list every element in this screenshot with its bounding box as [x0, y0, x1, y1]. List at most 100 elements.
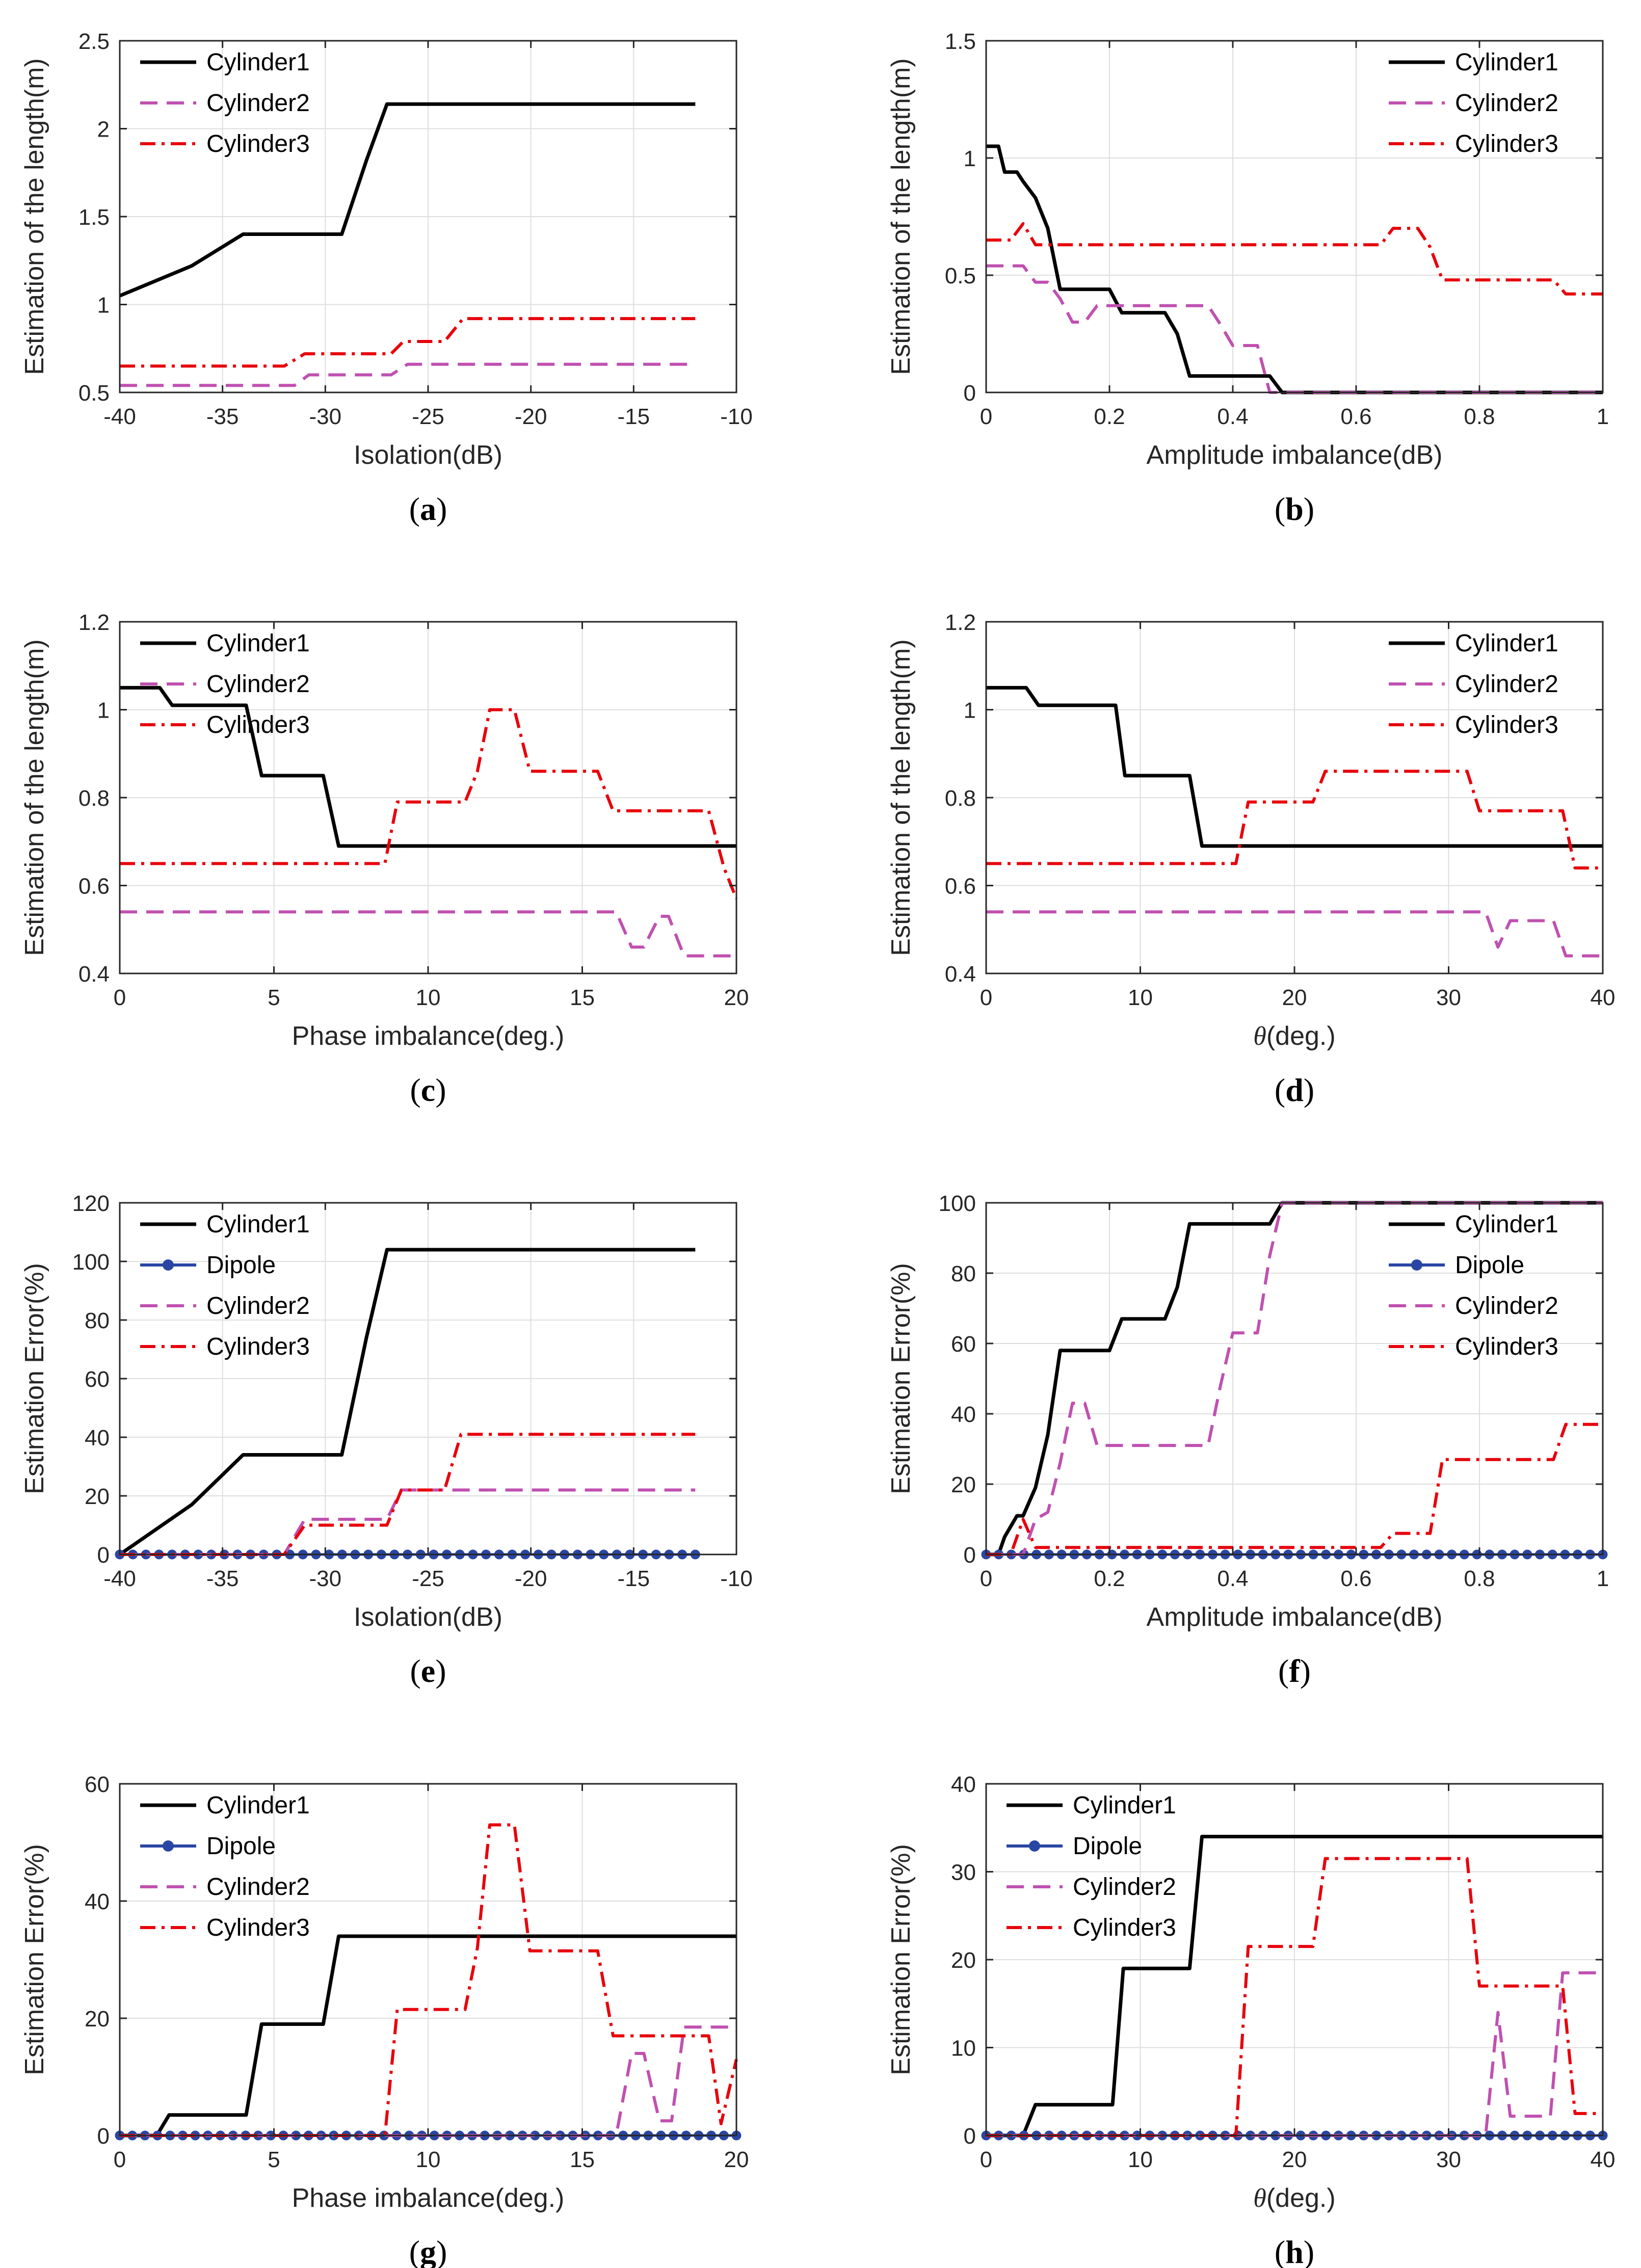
legend-marker-dipole — [163, 1840, 174, 1852]
x-tick-label: 10 — [1128, 2147, 1153, 2172]
x-tick-label: -40 — [103, 404, 136, 429]
legend-label-cylinder3: Cylinder3 — [206, 711, 310, 739]
y-tick-label: 20 — [85, 1484, 110, 1509]
y-tick-label: 20 — [85, 2007, 110, 2032]
x-tick-label: 0 — [980, 1566, 992, 1591]
x-tick-label: 0.2 — [1094, 1566, 1125, 1591]
x-axis-title-text: (deg.) — [1266, 2183, 1336, 2213]
x-tick-label: 0.6 — [1340, 1566, 1371, 1591]
y-tick-label: 0.4 — [945, 962, 976, 987]
x-tick-label: 0 — [980, 404, 992, 429]
y-tick-label: 1 — [97, 698, 110, 723]
legend-label-cylinder1: Cylinder1 — [206, 630, 310, 657]
y-tick-label: 80 — [85, 1308, 110, 1333]
x-tick-label: -30 — [309, 404, 342, 429]
series-line-cylinder2 — [986, 264, 1603, 394]
y-tick-label: 120 — [72, 1191, 110, 1216]
series-line-cylinder1 — [986, 1835, 1603, 2138]
y-tick-label: 60 — [85, 1772, 110, 1797]
y-tick-label: 1.5 — [78, 205, 110, 230]
series-line-cylinder3 — [986, 222, 1603, 296]
x-axis-title: Phase imbalance(deg.) — [292, 2183, 565, 2213]
legend: Cylinder1 Dipole Cylinder2 Cylinder3 — [1389, 1211, 1558, 1360]
legend-label-cylinder2: Cylinder2 — [206, 1874, 310, 1901]
series-line-cylinder2 — [120, 910, 736, 958]
y-tick-label: 0.6 — [78, 874, 110, 899]
series-line-cylinder2 — [986, 1971, 1603, 2137]
y-tick-label: 0.6 — [945, 874, 976, 899]
caption-paren-close: ) — [1304, 1072, 1314, 1108]
series-line-cylinder2 — [986, 910, 1603, 958]
series-line-cylinder1 — [120, 685, 736, 848]
y-tick-label: 0 — [964, 1543, 976, 1568]
series-group-c — [120, 685, 738, 958]
x-tick-label: 1 — [1597, 404, 1609, 429]
x-tick-label: 30 — [1436, 2147, 1461, 2172]
legend-marker-dipole — [163, 1259, 174, 1271]
panel-h: 0 10 20 30 40 0 10 20 30 40 θ(deg.) Estimation Erro… — [886, 1772, 1615, 2268]
y-tick-label: 0 — [964, 2124, 976, 2149]
y-axis-title: Estimation of the length(m) — [20, 639, 49, 956]
x-tick-label: 10 — [416, 985, 441, 1010]
x-tick-label: 15 — [570, 985, 595, 1010]
y-axis-title: Estimation of the length(m) — [886, 58, 916, 375]
y-tick-label: 40 — [951, 1772, 976, 1797]
y-tick-label: 20 — [951, 1472, 976, 1497]
panel-caption: (c) — [410, 1072, 446, 1108]
x-tick-label: 0 — [980, 985, 992, 1010]
caption-letter: b — [1285, 491, 1304, 527]
y-axis-title: Estimation Error(%) — [886, 1844, 916, 2075]
x-axis-title: Phase imbalance(deg.) — [292, 1021, 565, 1051]
legend-label-cylinder1: Cylinder1 — [1455, 630, 1558, 657]
y-tick-label: 1.2 — [945, 610, 976, 635]
x-axis-title-text: Isolation(dB) — [354, 440, 502, 470]
panel-e: -40 -35 -30 -25 -20 -15 -10 0 20 40 60 80 100 120 Isol… — [20, 1191, 753, 1689]
series-line-cylinder1 — [119, 102, 696, 298]
legend-marker-dipole — [1029, 1840, 1040, 1852]
legend-label-dipole: Dipole — [1073, 1833, 1142, 1860]
y-tick-label: 40 — [85, 1889, 110, 1914]
legend-label-cylinder1: Cylinder1 — [206, 49, 310, 76]
y-axis-title: Estimation Error(%) — [20, 1263, 49, 1494]
x-tick-label: 5 — [268, 2147, 280, 2172]
legend-label-cylinder1: Cylinder1 — [206, 1211, 310, 1238]
y-tick-label: 0 — [97, 2124, 110, 2149]
x-tick-label: 20 — [1282, 2147, 1307, 2172]
x-tick-label: 10 — [1128, 985, 1153, 1010]
series-line-cylinder3 — [986, 770, 1603, 869]
x-axis-title-text: Isolation(dB) — [354, 1602, 502, 1632]
x-tick-label: 0 — [114, 985, 126, 1010]
caption-paren-open: ( — [410, 1072, 420, 1108]
series-group-b — [986, 144, 1603, 394]
panel-caption: (f) — [1278, 1653, 1311, 1689]
panel-d: 0 10 20 30 40 0.4 0.6 0.8 1 1.2 θ(deg.) Estimation … — [886, 610, 1615, 1108]
legend: Cylinder1 Dipole Cylinder2 Cylinder3 — [140, 1211, 310, 1360]
legend-label-cylinder2: Cylinder2 — [206, 90, 310, 117]
x-tick-label: 40 — [1591, 2147, 1616, 2172]
caption-letter: a — [420, 491, 436, 527]
panel-caption: (h) — [1275, 2234, 1314, 2268]
series-line-cylinder3 — [120, 1823, 738, 2137]
caption-paren-open: ( — [410, 1653, 420, 1689]
y-tick-label: 30 — [951, 1860, 976, 1885]
x-tick-label: -35 — [206, 404, 239, 429]
y-axis-title: Estimation of the length(m) — [20, 58, 49, 375]
x-axis-title-text: Amplitude imbalance(dB) — [1147, 1602, 1443, 1632]
x-axis-title: Amplitude imbalance(dB) — [1147, 440, 1443, 470]
y-tick-label: 0 — [97, 1543, 110, 1568]
y-tick-label: 1 — [964, 698, 976, 723]
x-tick-label: -10 — [720, 404, 753, 429]
x-tick-label: -35 — [206, 1566, 239, 1591]
y-tick-label: 1.5 — [945, 29, 976, 54]
caption-paren-close: ) — [436, 2234, 447, 2268]
caption-paren-open: ( — [1275, 2234, 1285, 2268]
series-line-cylinder3 — [120, 317, 696, 368]
x-tick-label: 0.4 — [1217, 1566, 1248, 1591]
series-group-a — [119, 102, 696, 387]
legend-label-dipole: Dipole — [206, 1252, 276, 1279]
caption-paren-close: ) — [435, 1653, 446, 1689]
x-tick-label: 20 — [1282, 985, 1307, 1010]
legend: Cylinder1 Dipole Cylinder2 Cylinder3 — [1007, 1792, 1176, 1941]
y-tick-label: 1 — [97, 293, 110, 318]
legend-label-cylinder2: Cylinder2 — [1455, 1293, 1558, 1320]
